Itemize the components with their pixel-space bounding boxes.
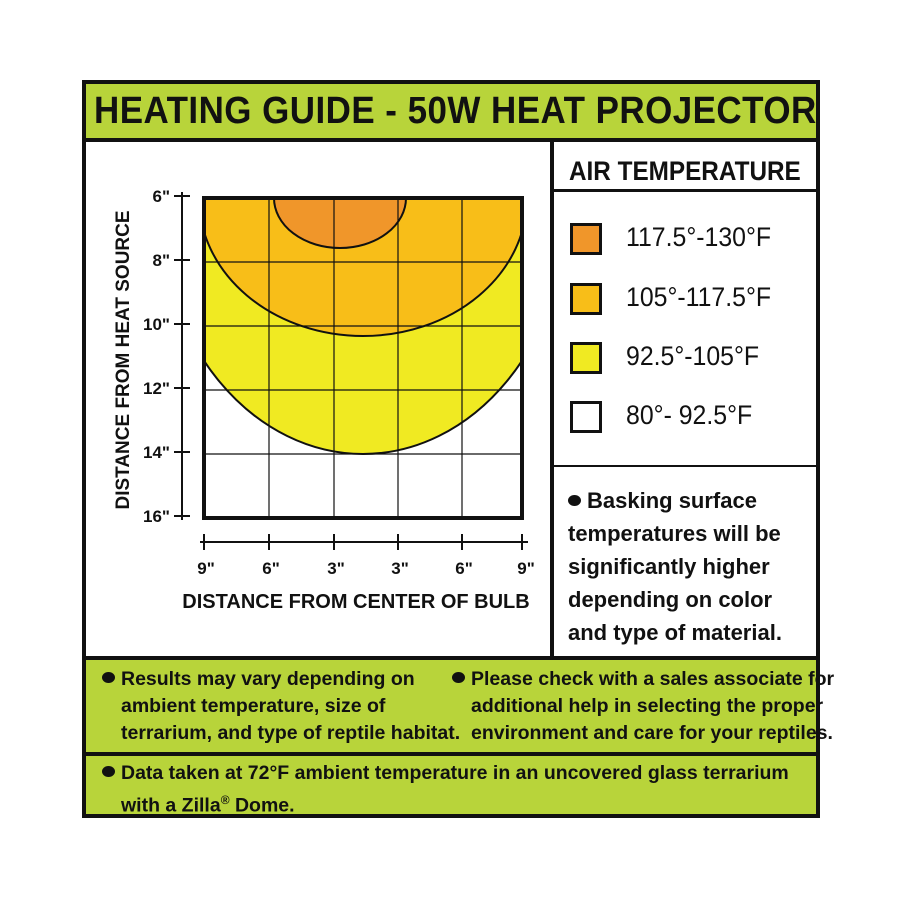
note-line: additional help in selecting the proper — [471, 695, 824, 717]
legend-swatch — [570, 223, 602, 255]
paw-bullet-icon — [568, 495, 581, 506]
legend-title: AIR TEMPERATURE — [569, 156, 801, 186]
panel-divider — [550, 142, 554, 656]
x-tick-label: 6" — [455, 559, 473, 578]
x-tick-label: 6" — [262, 559, 280, 578]
y-tick-label: 8" — [152, 251, 170, 270]
legend-header: AIR TEMPERATURE — [554, 142, 816, 192]
check-note: Please check with a sales associate for a… — [452, 666, 834, 747]
registered-mark: ® — [220, 793, 230, 807]
data-note-text: Data taken at 72°F ambient temperature i… — [121, 760, 789, 820]
legend-item: 105°-117.5°F — [570, 279, 820, 321]
y-tick-label: 10" — [143, 315, 170, 334]
heat-diagram: 6" 8" 10" 12" 14" 16" DISTANCE FROM HEAT… — [113, 187, 535, 613]
legend-swatch — [570, 283, 602, 315]
data-note: Data taken at 72°F ambient temperature i… — [102, 760, 789, 820]
y-tick-label: 12" — [143, 379, 170, 398]
legend-item: 80°- 92.5°F — [570, 397, 820, 439]
x-tick-label: 9" — [517, 559, 535, 578]
basking-note-text: Basking surface temperatures will be sig… — [568, 488, 782, 645]
y-axis-ticks — [174, 195, 190, 517]
results-note: Results may vary depending on ambient tem… — [102, 666, 460, 747]
notes-band: Results may vary depending on ambient tem… — [86, 656, 834, 756]
y-tick-label: 16" — [143, 507, 170, 526]
paw-bullet-icon — [102, 766, 115, 777]
note-line: with a Zilla — [121, 794, 221, 817]
legend-separator — [554, 465, 816, 467]
legend-label: 80°- 92.5°F — [626, 400, 753, 430]
note-line: terrarium, and type of reptile habitat. — [121, 722, 461, 744]
x-tick-label: 3" — [391, 559, 409, 578]
y-tick-labels: 6" 8" 10" 12" 14" 16" — [143, 187, 170, 526]
note-line: Data taken at 72°F ambient temperature i… — [121, 762, 789, 784]
check-note-text: Please check with a sales associate for a… — [471, 666, 834, 747]
legend-label: 92.5°-105°F — [626, 341, 760, 371]
title-bar: HEATING GUIDE - 50W HEAT PROJECTOR — [86, 84, 816, 142]
x-tick-labels: 9" 6" 3" 3" 6" 9" — [197, 559, 535, 578]
note-line: ambient temperature, size of — [121, 695, 386, 717]
x-axis-label: DISTANCE FROM CENTER OF BULB — [182, 591, 529, 613]
zone-117-130 — [273, 198, 407, 249]
note-line: Results may vary depending on — [121, 668, 415, 690]
legend-label: 105°-117.5°F — [626, 282, 772, 312]
legend-item: 117.5°-130°F — [570, 219, 820, 261]
guide-title: HEATING GUIDE - 50W HEAT PROJECTOR — [94, 90, 817, 132]
plot-border — [202, 196, 524, 520]
x-tick-label: 9" — [197, 559, 215, 578]
y-axis-label: DISTANCE FROM HEAT SOURCE — [113, 210, 134, 509]
note-line: environment and care for your reptiles. — [471, 722, 833, 744]
basking-note: Basking surface temperatures will be sig… — [568, 484, 808, 649]
zone-105-117 — [204, 198, 522, 337]
note-line: Please check with a sales associate for — [471, 668, 835, 690]
heating-guide-panel: HEATING GUIDE - 50W HEAT PROJECTOR — [82, 80, 834, 818]
results-note-text: Results may vary depending on ambient tem… — [121, 666, 460, 747]
paw-bullet-icon — [452, 672, 465, 683]
y-tick-label: 14" — [143, 443, 170, 462]
legend-label: 117.5°-130°F — [626, 222, 772, 252]
x-axis-ticks — [203, 534, 523, 550]
legend-swatch — [570, 342, 602, 374]
y-tick-label: 6" — [152, 187, 170, 206]
legend-item: 92.5°-105°F — [570, 338, 820, 380]
legend-swatch — [570, 401, 602, 433]
paw-bullet-icon — [102, 672, 115, 683]
plot-grid — [204, 198, 522, 518]
note-line: Dome. — [229, 794, 295, 817]
data-note-band: Data taken at 72°F ambient temperature i… — [86, 756, 816, 817]
x-tick-label: 3" — [327, 559, 345, 578]
